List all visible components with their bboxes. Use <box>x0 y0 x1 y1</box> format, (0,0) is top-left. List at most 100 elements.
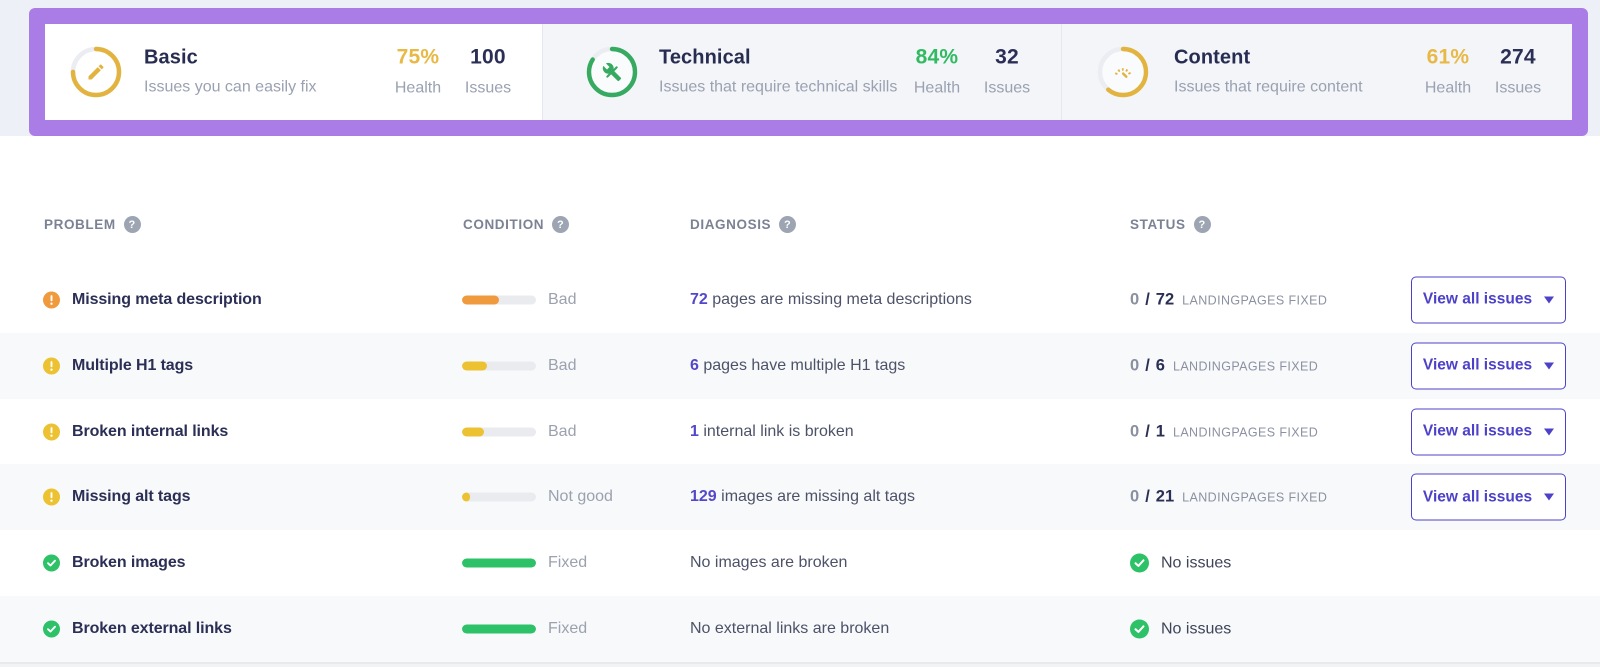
diagnosis-text: 129 images are missing alt tags <box>690 488 915 506</box>
status-slash: / <box>1145 290 1150 309</box>
diagnosis-description: images are missing alt tags <box>716 488 916 506</box>
content-issues-value: 274 <box>1500 45 1536 69</box>
diagnosis-count: 129 <box>690 488 717 506</box>
column-header-status: STATUS ? <box>1130 216 1211 233</box>
help-icon[interactable]: ? <box>779 216 797 233</box>
diagnosis-description: pages have multiple H1 tags <box>698 356 906 374</box>
view-all-issues-button[interactable]: View all issues <box>1411 342 1566 390</box>
status-slash: / <box>1145 356 1150 375</box>
condition-label: Not good <box>548 488 613 506</box>
warning-icon <box>43 357 60 375</box>
warning-icon <box>43 291 60 309</box>
card-technical[interactable]: Technical Issues that require technical … <box>543 24 1061 120</box>
technical-health-ring <box>586 46 638 98</box>
status-label: LANDINGPAGES FIXED <box>1172 425 1319 440</box>
status-total-count: 1 <box>1155 422 1165 441</box>
status-slash: / <box>1145 487 1150 506</box>
content-issues-label: Issues <box>1494 79 1542 97</box>
column-header-condition: CONDITION ? <box>463 216 570 233</box>
problem-title[interactable]: Missing alt tags <box>72 488 191 506</box>
view-all-issues-button[interactable]: View all issues <box>1411 408 1566 456</box>
table-row: Broken internal links Bad 1 internal lin… <box>0 399 1600 465</box>
condition-progress-bar <box>462 427 536 437</box>
column-header-diagnosis-label: DIAGNOSIS <box>690 217 772 232</box>
status-counter: 0 / 1 LANDINGPAGES FIXED <box>1130 422 1318 441</box>
chevron-down-icon <box>1544 493 1555 501</box>
condition-label: Bad <box>548 356 577 374</box>
card-content-title: Content <box>1174 46 1251 69</box>
problem-title[interactable]: Broken external links <box>72 620 232 638</box>
card-technical-subtitle: Issues that require technical skills <box>659 78 898 96</box>
warning-icon <box>43 423 60 441</box>
condition-label: Fixed <box>548 620 588 638</box>
view-all-issues-label: View all issues <box>1422 422 1533 440</box>
row-action: View all issues <box>1411 342 1566 390</box>
annotation-highlight-frame: Basic Issues you can easily fix 75% Heal… <box>29 8 1588 136</box>
status-ok: No issues <box>1130 619 1232 639</box>
column-header-condition-label: CONDITION <box>463 217 545 232</box>
diagnosis-text: 1 internal link is broken <box>690 423 854 441</box>
view-all-issues-label: View all issues <box>1422 488 1533 506</box>
help-icon[interactable]: ? <box>123 216 141 233</box>
content-health-ring <box>1097 46 1149 98</box>
view-all-issues-button[interactable]: View all issues <box>1411 276 1566 324</box>
tools-icon <box>602 62 622 82</box>
check-icon <box>1130 619 1149 639</box>
problem-title[interactable]: Broken internal links <box>72 422 229 440</box>
help-icon[interactable]: ? <box>1193 216 1211 233</box>
row-action: View all issues <box>1411 276 1566 324</box>
table-row: Broken external links Fixed No external … <box>0 596 1600 662</box>
check-icon <box>1130 553 1149 573</box>
condition-progress-bar <box>462 361 536 371</box>
technical-health-label: Health <box>913 79 961 97</box>
problem-title[interactable]: Missing meta description <box>72 290 262 308</box>
pencil-icon <box>86 62 106 82</box>
status-ok: No issues <box>1130 553 1231 573</box>
condition-progress-bar <box>462 295 536 305</box>
check-icon <box>43 620 60 638</box>
status-counter: 0 / 6 LANDINGPAGES FIXED <box>1130 356 1318 375</box>
status-label: LANDINGPAGES FIXED <box>1182 490 1328 505</box>
condition-progress-bar <box>462 624 536 634</box>
status-counter: 0 / 21 LANDINGPAGES FIXED <box>1130 488 1327 507</box>
table-row: Broken images Fixed No images are broken… <box>0 530 1600 596</box>
status-fixed-count: 0 <box>1130 422 1140 441</box>
condition-progress-bar <box>462 492 536 502</box>
card-content[interactable]: Content Issues that require content 61% … <box>1062 24 1572 120</box>
view-all-issues-button[interactable]: View all issues <box>1411 473 1566 521</box>
diagnosis-count: 72 <box>690 290 708 308</box>
diagnosis-description: No images are broken <box>690 554 848 572</box>
chevron-down-icon <box>1544 296 1555 304</box>
diagnosis-description: internal link is broken <box>698 422 854 440</box>
status-total-count: 72 <box>1155 290 1175 309</box>
basic-health-label: Health <box>394 79 442 97</box>
table-bottom-divider <box>0 661 1600 667</box>
column-header-problem-label: PROBLEM <box>44 217 116 232</box>
problem-title[interactable]: Multiple H1 tags <box>72 356 194 374</box>
gauge-icon <box>1113 62 1133 82</box>
card-divider <box>1061 24 1062 120</box>
status-counter: 0 / 72 LANDINGPAGES FIXED <box>1130 290 1327 309</box>
status-total-count: 21 <box>1155 487 1175 506</box>
chevron-down-icon <box>1544 428 1555 436</box>
row-action: View all issues <box>1411 473 1566 521</box>
basic-health-value: 75% <box>396 45 440 69</box>
diagnosis-text: 72 pages are missing meta descriptions <box>690 291 972 309</box>
condition-label: Bad <box>548 422 577 440</box>
issues-table: PROBLEM ? CONDITION ? DIAGNOSIS ? STATUS… <box>0 136 1600 667</box>
condition-progress-bar <box>462 558 536 568</box>
table-row: Missing meta description Bad 72 pages ar… <box>0 267 1600 333</box>
diagnosis-count: 6 <box>690 356 699 374</box>
chevron-down-icon <box>1544 362 1555 370</box>
content-health-value: 61% <box>1426 45 1470 69</box>
problem-title[interactable]: Broken images <box>72 554 186 572</box>
card-content-subtitle: Issues that require content <box>1174 78 1363 96</box>
help-icon[interactable]: ? <box>552 216 570 233</box>
card-basic[interactable]: Basic Issues you can easily fix 75% Heal… <box>45 24 542 120</box>
card-basic-subtitle: Issues you can easily fix <box>144 78 317 96</box>
status-fixed-count: 0 <box>1130 356 1140 375</box>
status-total-count: 6 <box>1155 356 1165 375</box>
status-ok-text: No issues <box>1161 620 1232 638</box>
card-divider <box>542 24 543 120</box>
diagnosis-description: pages are missing meta descriptions <box>707 290 972 308</box>
